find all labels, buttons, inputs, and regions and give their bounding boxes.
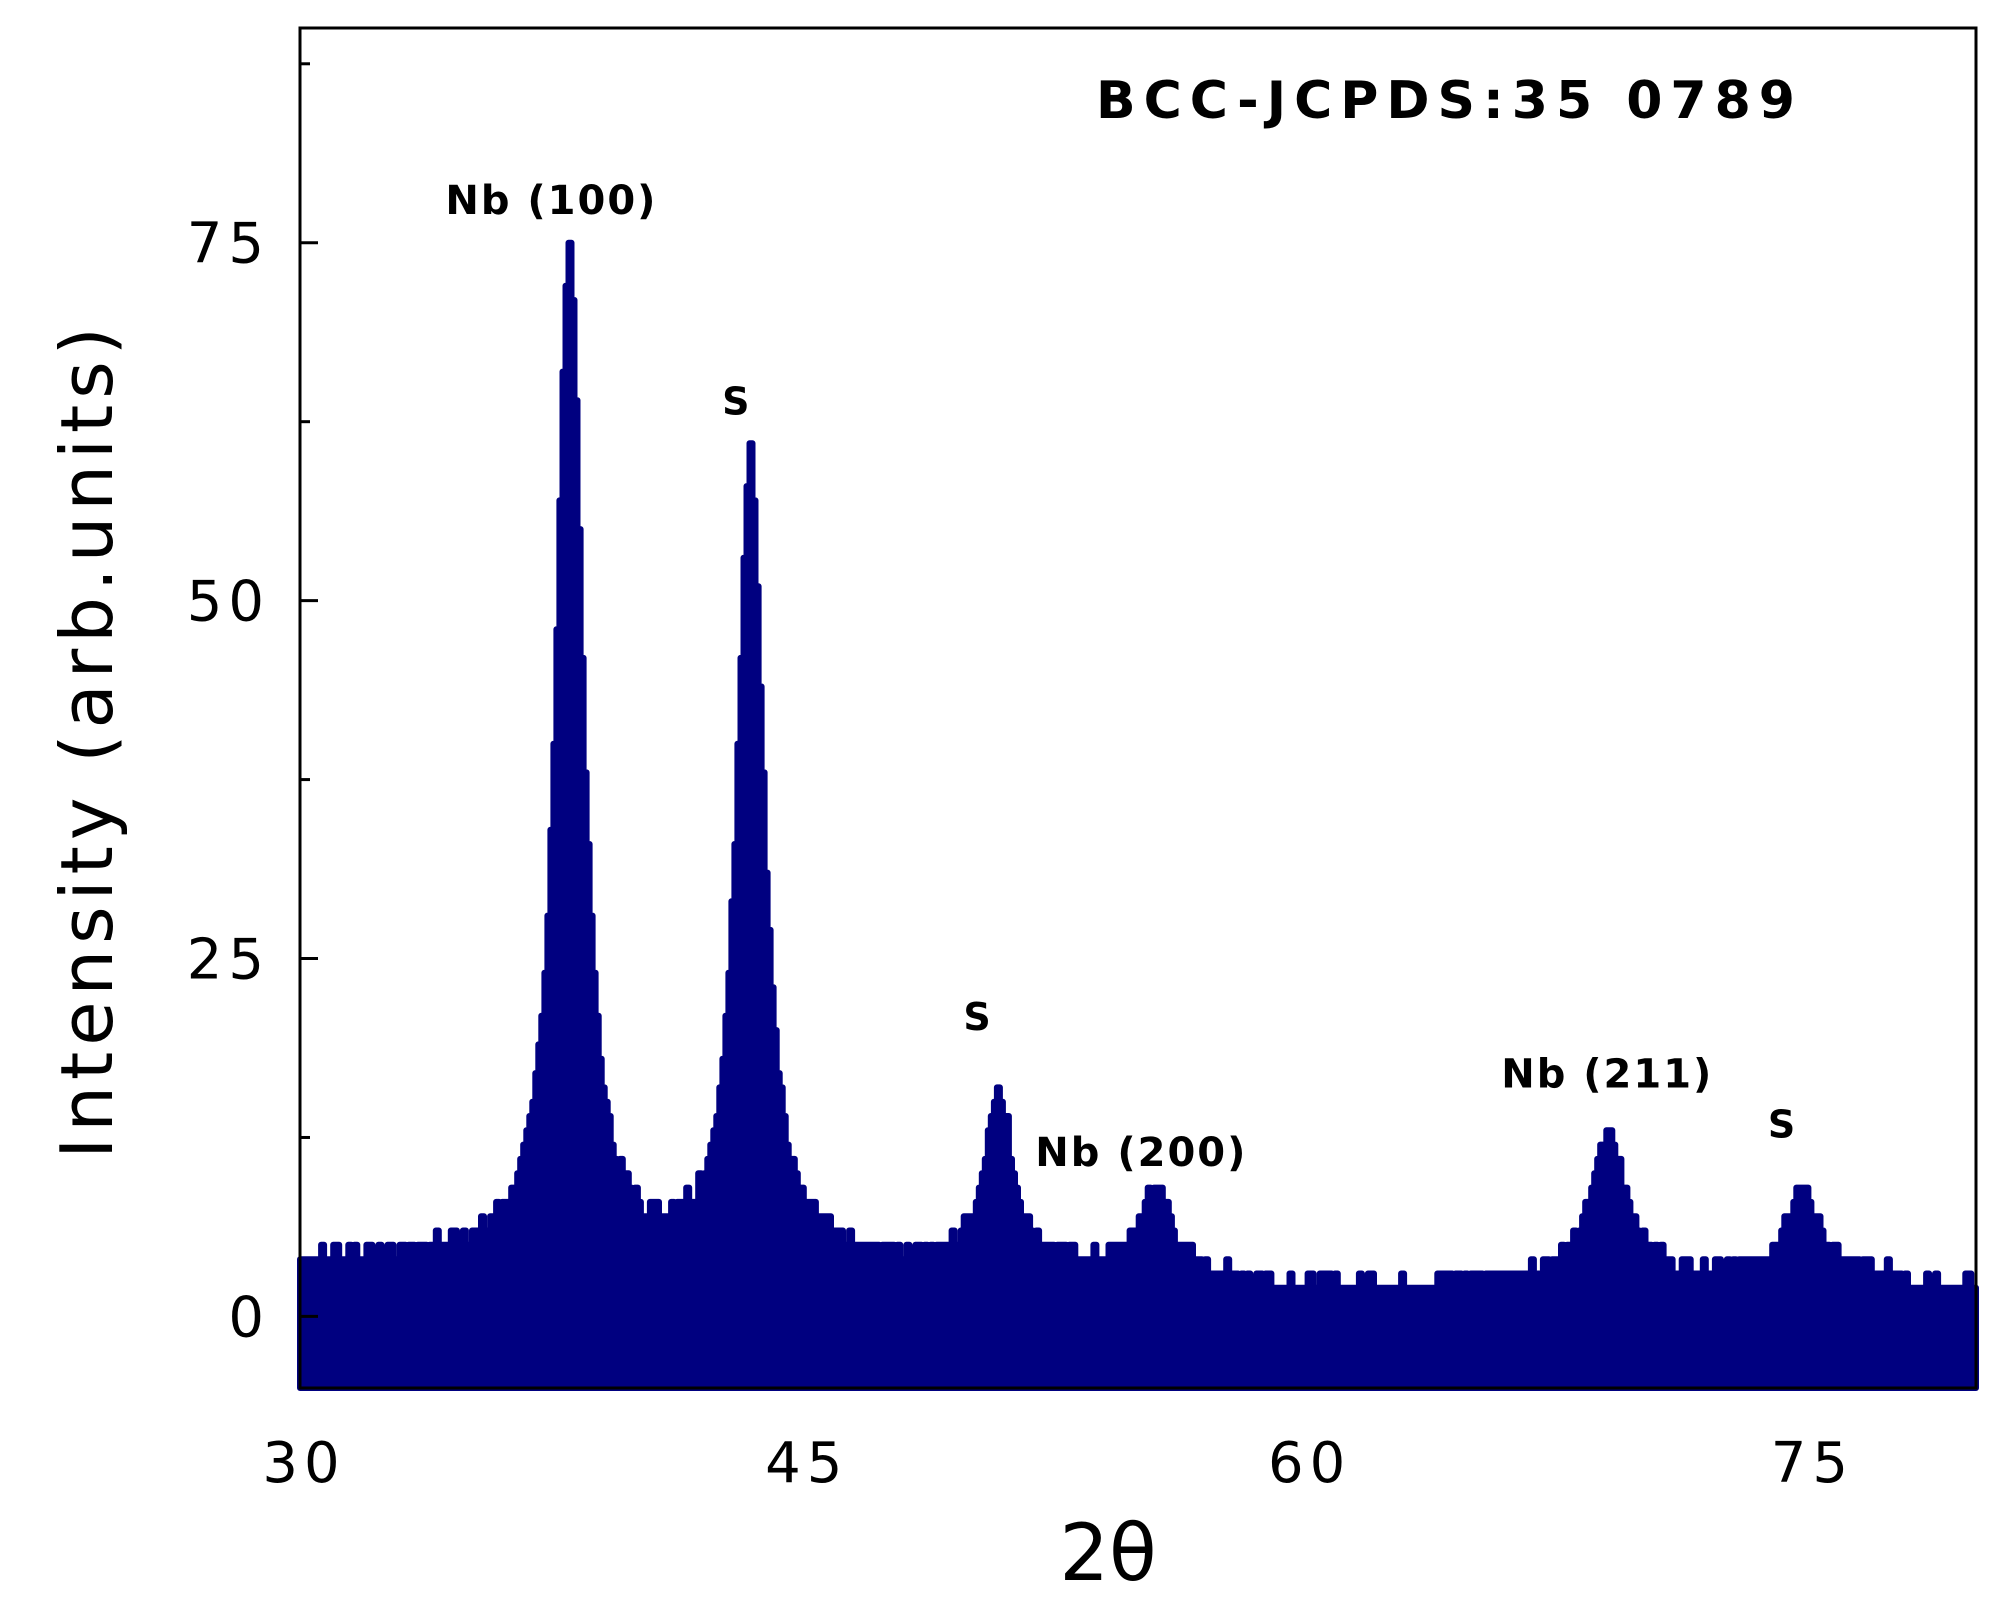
peak-label: Nb (211)	[1501, 1051, 1713, 1097]
x-tick-label: 45	[765, 1431, 848, 1496]
peak-label: Nb (200)	[1035, 1130, 1247, 1176]
spectrum-area	[297, 239, 1979, 1391]
peak-label: S	[963, 995, 990, 1039]
x-tick-label: 30	[262, 1431, 345, 1496]
y-axis-title: Intensity (arb.units)	[45, 321, 129, 1159]
y-tick-label: 50	[187, 570, 270, 635]
x-axis-title: 2θ	[1059, 1509, 1156, 1599]
reference-note: BCC-JCPDS:35 0789	[1096, 71, 1803, 131]
plot-frame	[298, 26, 1978, 1390]
peak-label: S	[722, 380, 749, 424]
y-axis-ticks: 0 25 50 75	[187, 62, 318, 1350]
y-tick-label: 75	[187, 212, 270, 277]
peak-label: Nb (100)	[445, 178, 657, 224]
x-tick-label: 60	[1268, 1431, 1351, 1496]
x-axis-ticks: 30 45 60 75	[262, 1431, 1854, 1496]
peak-label: S	[1768, 1102, 1795, 1146]
peak-annotations: Nb (100) S S Nb (200) Nb (211) S	[445, 178, 1795, 1176]
x-tick-label: 75	[1771, 1431, 1854, 1496]
plot-area	[297, 239, 1979, 1391]
y-tick-label: 0	[228, 1285, 270, 1350]
y-tick-label: 25	[187, 928, 270, 993]
